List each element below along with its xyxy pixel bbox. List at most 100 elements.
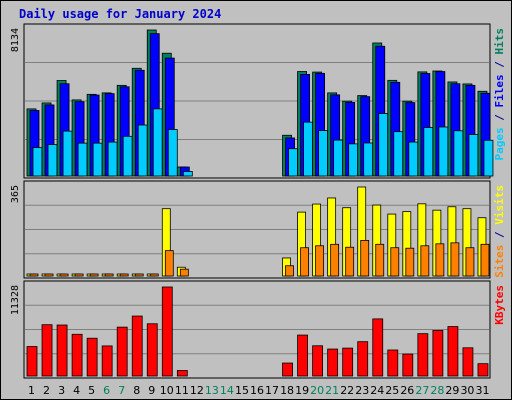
bar-sites-day-1	[29, 273, 39, 277]
bar-kbytes-day-4	[71, 333, 83, 377]
x-tick-label: 3	[58, 384, 65, 397]
x-tick-label: 21	[325, 384, 339, 397]
bar-sites-day-9	[149, 273, 159, 277]
bar-kbytes-day-10	[161, 286, 173, 377]
x-tick-label: 14	[220, 384, 234, 397]
x-tick-label: 2	[43, 384, 50, 397]
x-tick-label: 4	[73, 384, 80, 397]
x-tick-label: 11	[175, 384, 189, 397]
x-tick-label: 31	[475, 384, 489, 397]
bar-kbytes-day-22	[342, 347, 354, 377]
x-tick-label: 16	[250, 384, 264, 397]
bar-pages-day-24	[378, 113, 389, 177]
bar-kbytes-day-23	[357, 341, 369, 377]
bar-sites-day-8	[134, 273, 144, 277]
bar-pages-day-18	[288, 148, 298, 177]
legend-label: /	[493, 108, 506, 128]
x-tick-label: 22	[340, 384, 354, 397]
x-tick-label: 30	[460, 384, 474, 397]
bar-kbytes-day-24	[372, 318, 384, 377]
x-tick-label: 7	[118, 384, 125, 397]
y-max-label: 8134	[10, 28, 21, 52]
bar-pages-day-27	[423, 127, 434, 177]
legend-label: /	[493, 55, 506, 75]
bar-kbytes-day-6	[101, 345, 113, 377]
legend-label: KBytes	[493, 285, 506, 325]
legend-label: Pages	[493, 127, 506, 160]
bar-sites-day-18	[285, 265, 294, 277]
bar-sites-day-23	[360, 239, 370, 277]
bar-sites-day-24	[375, 243, 385, 277]
bar-sites-day-21	[330, 243, 340, 277]
x-tick-label: 29	[445, 384, 459, 397]
bar-sites-day-27	[420, 245, 430, 277]
x-tick-label: 1	[28, 384, 35, 397]
legend-visits-sites: Sites / Visits	[493, 185, 506, 278]
bar-sites-day-29	[450, 242, 460, 277]
bar-kbytes-day-30	[462, 347, 474, 377]
bar-pages-day-2	[47, 144, 58, 177]
bar-sites-day-10	[164, 250, 174, 277]
bar-pages-day-20	[318, 130, 329, 177]
legend-label: /	[493, 225, 506, 245]
bar-sites-day-20	[315, 245, 325, 277]
bar-pages-day-28	[438, 126, 449, 177]
x-tick-label: 15	[235, 384, 249, 397]
bar-kbytes-day-20	[312, 345, 324, 377]
bar-kbytes-day-11	[176, 370, 188, 377]
bar-pages-day-31	[483, 139, 494, 177]
legend-hits-files-pages: Pages / Files / Hits	[493, 28, 506, 161]
bar-sites-day-7	[119, 273, 129, 277]
bar-sites-day-2	[44, 273, 54, 277]
x-tick-label: 8	[133, 384, 140, 397]
x-tick-label: 12	[190, 384, 204, 397]
bar-sites-day-25	[390, 247, 400, 277]
x-tick-label: 20	[310, 384, 324, 397]
legend-label: Hits	[493, 28, 506, 55]
bar-sites-day-4	[74, 273, 84, 277]
bar-kbytes-day-5	[86, 337, 98, 377]
bar-kbytes-day-28	[432, 330, 444, 377]
bar-pages-day-26	[408, 141, 419, 177]
bar-pages-day-5	[92, 142, 103, 177]
bar-kbytes-day-9	[146, 323, 158, 377]
bar-sites-day-5	[89, 273, 99, 277]
bar-sites-day-19	[300, 247, 309, 277]
x-tick-label: 5	[88, 384, 95, 397]
x-tick-label: 19	[295, 384, 309, 397]
bar-pages-day-21	[333, 139, 344, 177]
x-tick-label: 24	[370, 384, 384, 397]
x-tick-label: 23	[355, 384, 369, 397]
bar-kbytes-day-1	[26, 346, 38, 377]
x-tick-label: 28	[430, 384, 444, 397]
bar-kbytes-day-27	[417, 333, 429, 377]
bar-pages-day-10	[167, 129, 178, 177]
legend-kbytes: KBytes	[493, 285, 506, 325]
y-max-label: 365	[10, 185, 21, 203]
bar-pages-day-6	[107, 141, 118, 177]
x-tick-label: 6	[103, 384, 110, 397]
x-tick-label: 17	[265, 384, 279, 397]
bar-pages-day-29	[453, 130, 464, 177]
bar-pages-day-9	[152, 108, 163, 177]
bar-pages-day-23	[363, 142, 374, 177]
legend-label: Visits	[493, 185, 506, 225]
bar-kbytes-day-8	[131, 315, 143, 377]
bar-pages-day-4	[77, 142, 88, 177]
bar-sites-day-22	[345, 246, 355, 277]
bar-sites-day-6	[104, 273, 114, 277]
bar-pages-day-3	[62, 130, 73, 177]
bar-sites-day-28	[435, 243, 445, 277]
bar-kbytes-day-7	[116, 326, 128, 377]
bar-kbytes-day-3	[56, 324, 68, 377]
bar-sites-day-3	[59, 273, 69, 277]
legend-label: Files	[493, 74, 506, 107]
y-max-label: 11328	[10, 285, 21, 315]
x-tick-label: 27	[415, 384, 429, 397]
bar-sites-day-31	[480, 243, 490, 277]
bar-pages-day-25	[393, 131, 404, 177]
chart-title: Daily usage for January 2024	[19, 7, 222, 21]
bar-pages-day-11	[182, 171, 193, 177]
bar-sites-day-30	[465, 247, 475, 277]
